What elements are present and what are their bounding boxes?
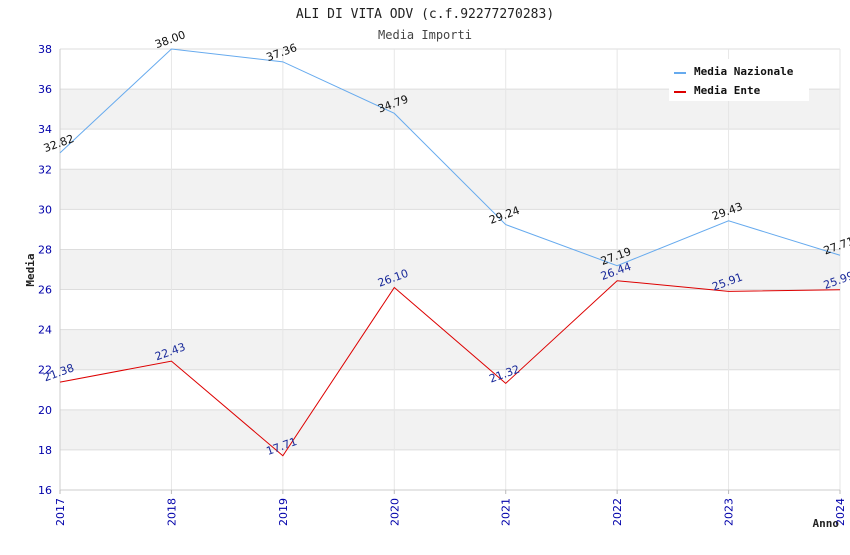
grid-band xyxy=(60,289,840,330)
grid-band xyxy=(60,249,840,290)
x-axis-ticks: 2017 2018 2019 2020 2021 2022 2023 2024 xyxy=(54,490,847,526)
series-line-nazionale xyxy=(59,48,841,267)
grid-band xyxy=(60,129,840,170)
grid-band xyxy=(60,169,840,210)
x-tick-label: 2021 xyxy=(500,498,513,526)
y-tick-label: 38 xyxy=(38,43,52,56)
y-tick-label: 22 xyxy=(38,364,52,377)
series-layer xyxy=(59,48,841,457)
x-tick-label: 2022 xyxy=(611,498,624,526)
grid-lines xyxy=(59,48,841,491)
legend-label-ente: Media Ente xyxy=(694,84,761,97)
x-tick-label: 2018 xyxy=(165,498,178,526)
y-axis-ticks: 16 18 20 22 24 26 28 30 32 34 36 38 xyxy=(38,43,52,497)
legend-label-nazionale: Media Nazionale xyxy=(694,65,794,78)
chart-title: ALI DI VITA ODV (c.f.92277270283) xyxy=(296,7,554,22)
y-tick-label: 36 xyxy=(38,83,52,96)
y-tick-label: 16 xyxy=(38,484,52,497)
x-tick-label: 2020 xyxy=(388,498,401,526)
y-tick-label: 28 xyxy=(38,243,52,256)
chart-subtitle: Media Importi xyxy=(378,28,472,42)
data-label-nazionale: 38.00 xyxy=(153,28,187,51)
grid-band xyxy=(60,209,840,250)
y-tick-label: 18 xyxy=(38,444,52,457)
x-tick-label: 2017 xyxy=(54,498,67,526)
grid-band xyxy=(60,449,840,490)
legend: Media Nazionale Media Ente xyxy=(669,59,809,101)
x-tick-label: 2023 xyxy=(723,498,736,526)
y-tick-label: 32 xyxy=(38,163,52,176)
y-tick-label: 20 xyxy=(38,404,52,417)
y-axis-label: Media xyxy=(24,253,37,286)
grid-band xyxy=(60,329,840,370)
y-tick-label: 24 xyxy=(38,324,52,337)
grid-band xyxy=(60,369,840,410)
legend-item-nazionale: Media Nazionale xyxy=(674,65,794,78)
grid-band xyxy=(60,409,840,450)
y-tick-label: 26 xyxy=(38,284,52,297)
legend-item-ente: Media Ente xyxy=(674,84,761,97)
x-tick-label: 2019 xyxy=(277,498,290,526)
x-tick-label: 2024 xyxy=(834,498,847,526)
series-line-ente xyxy=(59,280,841,457)
legend-box xyxy=(669,59,809,101)
x-axis-label: Anno xyxy=(813,517,840,530)
axes xyxy=(59,49,840,491)
grid-bands xyxy=(60,49,840,490)
y-tick-label: 34 xyxy=(38,123,52,136)
y-tick-label: 30 xyxy=(38,203,52,216)
